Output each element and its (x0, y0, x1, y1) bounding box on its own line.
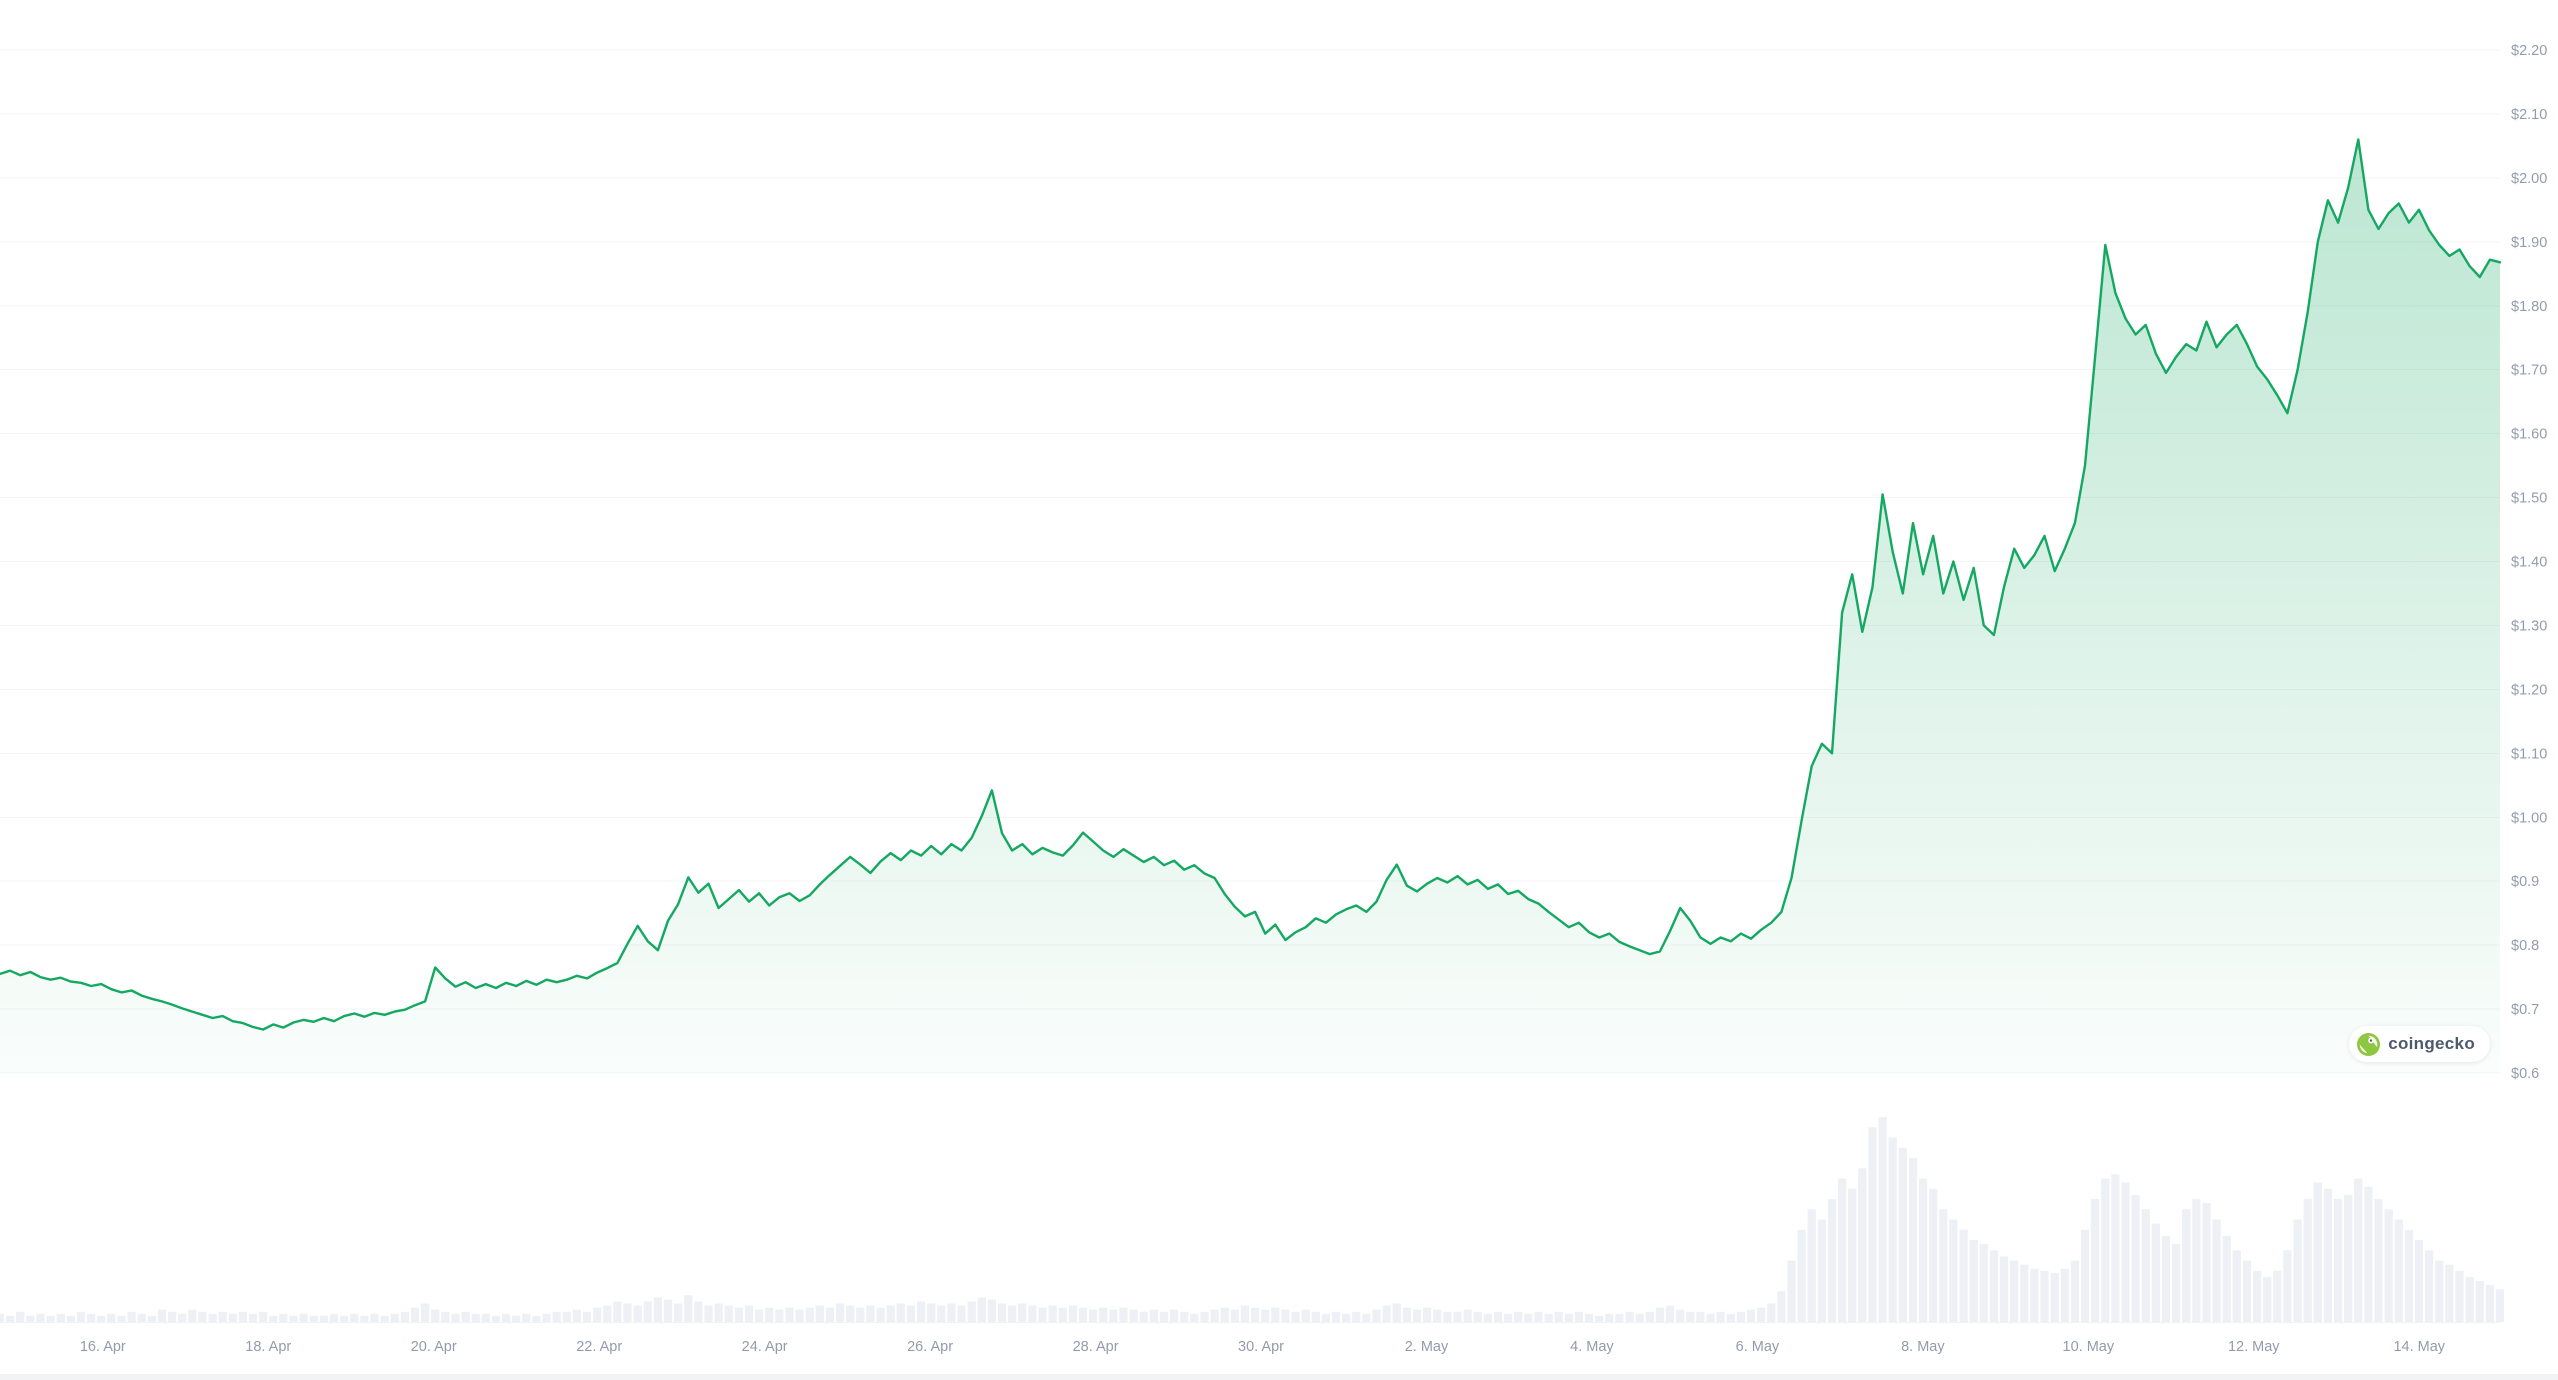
x-axis-label: 6. May (1736, 1339, 1780, 1355)
y-axis-label: $1.50 (2511, 491, 2547, 507)
x-axis-label: 12. May (2228, 1339, 2280, 1355)
price-line (0, 138, 2502, 1031)
coingecko-watermark-label: coingecko (2388, 1034, 2475, 1053)
y-axis-label: $1.60 (2511, 427, 2547, 443)
x-axis-label: 28. Apr (1073, 1339, 1119, 1355)
price-area-fill (0, 139, 2500, 1073)
x-axis-label: 10. May (2063, 1339, 2115, 1355)
y-axis-labels: $2.20 $2.10 $2.00 $1.90 $1.80 $1.70 $1.60 $1.50… (2511, 43, 2547, 1082)
x-axis-label: 2. May (1405, 1339, 1449, 1355)
y-axis-label: $1.40 (2511, 555, 2547, 571)
x-axis-label: 22. Apr (576, 1339, 622, 1355)
y-axis-label: $2.00 (2511, 171, 2547, 187)
x-axis-labels: 16. Apr 18. Apr 20. Apr 22. Apr 24. Apr 26. A… (80, 1339, 2446, 1355)
x-axis-label: 20. Apr (411, 1339, 457, 1355)
x-axis-label: 26. Apr (907, 1339, 953, 1355)
x-axis-label: 14. May (2393, 1339, 2445, 1355)
volume-bars (0, 1117, 2505, 1323)
y-axis-label: $1.70 (2511, 363, 2547, 379)
coingecko-watermark[interactable]: coingecko (2349, 1026, 2490, 1062)
y-axis-label: $1.20 (2511, 682, 2547, 698)
y-axis-label: $1.00 (2511, 810, 2547, 826)
coingecko-logo-icon (2357, 1032, 2381, 1056)
x-axis-label: 30. Apr (1238, 1339, 1284, 1355)
x-axis-label: 24. Apr (742, 1339, 788, 1355)
y-axis-label: $2.10 (2511, 107, 2547, 123)
y-axis-label: $1.10 (2511, 746, 2547, 762)
x-axis-label: 16. Apr (80, 1339, 126, 1355)
x-axis-label: 4. May (1570, 1339, 1614, 1355)
y-axis-label: $1.80 (2511, 299, 2547, 315)
bottom-scroll-area (0, 1374, 2558, 1380)
y-axis-label: $1.90 (2511, 235, 2547, 251)
y-axis-label: $0.9 (2511, 874, 2539, 890)
y-axis-label: $2.20 (2511, 43, 2547, 59)
y-axis-label: $0.6 (2511, 1066, 2539, 1082)
y-axis-label: $1.30 (2511, 618, 2547, 634)
x-axis-label: 8. May (1901, 1339, 1945, 1355)
y-axis-label: $0.8 (2511, 938, 2539, 954)
x-axis-label: 18. Apr (245, 1339, 291, 1355)
y-axis-label: $0.7 (2511, 1002, 2539, 1018)
